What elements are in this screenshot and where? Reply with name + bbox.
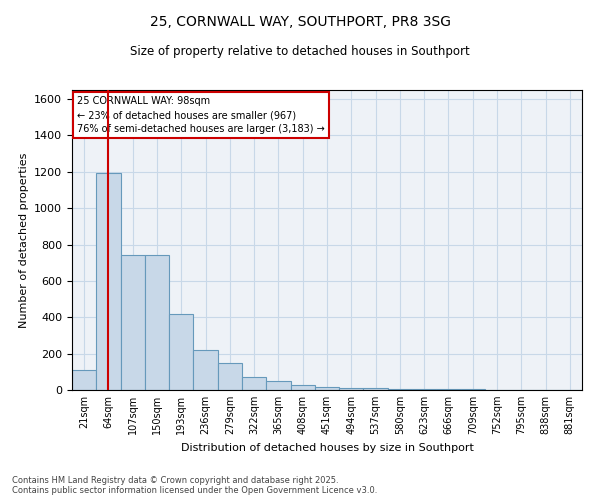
Bar (364, 388, 388, 390)
Bar (242, 378, 266, 390)
X-axis label: Distribution of detached houses by size in Southport: Distribution of detached houses by size … (181, 442, 473, 452)
Bar (461, 389, 485, 390)
Bar (436, 389, 461, 390)
Bar (266, 381, 290, 390)
Bar (388, 389, 412, 390)
Bar (218, 363, 242, 390)
Bar (96, 172, 121, 390)
Bar (121, 256, 145, 390)
Bar (72, 370, 96, 390)
Bar (339, 388, 364, 390)
Bar (412, 389, 436, 390)
Bar (169, 314, 193, 390)
Bar (315, 388, 339, 390)
Text: Contains HM Land Registry data © Crown copyright and database right 2025.
Contai: Contains HM Land Registry data © Crown c… (12, 476, 377, 495)
Bar (193, 350, 218, 390)
Text: 25, CORNWALL WAY, SOUTHPORT, PR8 3SG: 25, CORNWALL WAY, SOUTHPORT, PR8 3SG (149, 15, 451, 29)
Y-axis label: Number of detached properties: Number of detached properties (19, 152, 29, 328)
Bar (290, 384, 315, 390)
Text: 25 CORNWALL WAY: 98sqm
← 23% of detached houses are smaller (967)
76% of semi-de: 25 CORNWALL WAY: 98sqm ← 23% of detached… (77, 96, 325, 134)
Text: Size of property relative to detached houses in Southport: Size of property relative to detached ho… (130, 45, 470, 58)
Bar (145, 256, 169, 390)
